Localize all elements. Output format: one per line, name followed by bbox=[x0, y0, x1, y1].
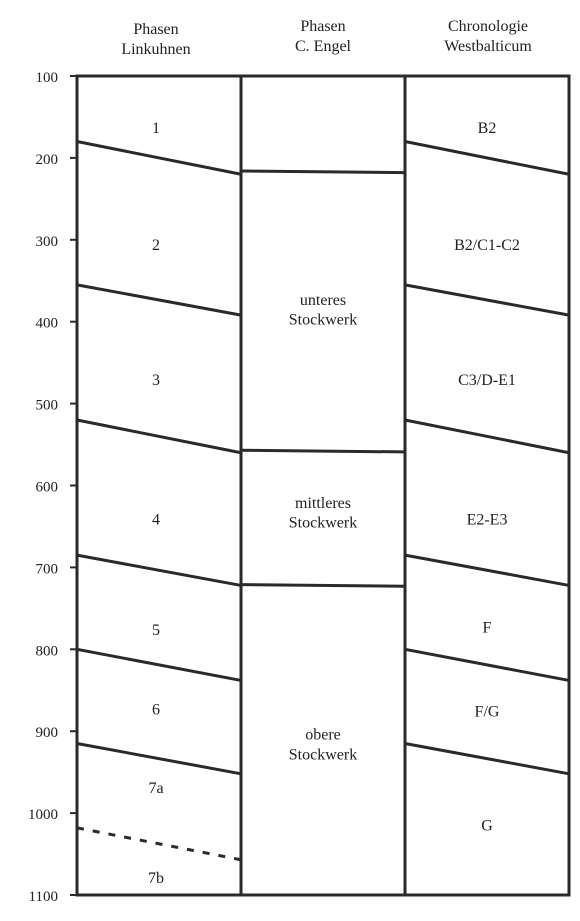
y-tick-label: 500 bbox=[36, 398, 59, 414]
phase-boundary-engel bbox=[241, 450, 405, 452]
phase-boundary-westbalticum bbox=[405, 555, 569, 585]
phase-label-engel: Stockwerk bbox=[289, 746, 357, 763]
phase-boundary-linkuhnen bbox=[77, 142, 241, 175]
y-tick-label: 400 bbox=[36, 316, 59, 332]
column-frames bbox=[77, 76, 569, 895]
phase-boundary-westbalticum bbox=[405, 285, 569, 315]
header-westbalticum-line2: Westbalticum bbox=[444, 38, 532, 55]
column-frame-linkuhnen bbox=[77, 76, 241, 895]
phase-label-linkuhnen: 3 bbox=[152, 372, 160, 389]
phase-boundary-linkuhnen bbox=[77, 555, 241, 585]
column-frame-engel bbox=[241, 76, 405, 895]
phase-boundary-engel bbox=[241, 585, 405, 587]
y-axis: 100 200 300 400 500 600 700 800 900 1000 1100 bbox=[28, 70, 78, 905]
phase-labels: 1 2 3 4 5 6 7a 7b unteres Stockwerk mittleres Stock… bbox=[148, 120, 520, 887]
phase-label-westbalticum: F bbox=[483, 619, 492, 636]
phase-label-engel: mittleres bbox=[295, 495, 351, 512]
phase-label-linkuhnen: 7b bbox=[148, 870, 164, 887]
phase-label-westbalticum: G bbox=[481, 818, 493, 835]
phase-label-westbalticum: B2 bbox=[478, 120, 497, 137]
column-frame-westbalticum bbox=[405, 76, 569, 895]
column-headers: Phasen Linkuhnen Phasen C. Engel Chronol… bbox=[121, 18, 532, 58]
y-tick-label: 100 bbox=[36, 70, 59, 86]
phase-label-engel: unteres bbox=[300, 292, 346, 309]
phase-boundary-westbalticum bbox=[405, 420, 569, 453]
phase-boundary-westbalticum bbox=[405, 142, 569, 175]
phase-label-engel: Stockwerk bbox=[289, 515, 357, 532]
y-tick-label: 200 bbox=[36, 152, 59, 168]
header-linkuhnen-line1: Phasen bbox=[133, 21, 178, 38]
header-engel-line2: C. Engel bbox=[295, 38, 352, 55]
phase-boundary-engel bbox=[241, 171, 405, 173]
phase-label-westbalticum: E2-E3 bbox=[467, 511, 508, 528]
y-tick-label: 600 bbox=[36, 480, 59, 496]
phase-label-linkuhnen: 7a bbox=[148, 780, 163, 797]
phase-label-linkuhnen: 2 bbox=[152, 237, 160, 254]
y-tick-label: 300 bbox=[36, 234, 59, 250]
phase-boundary-linkuhnen bbox=[77, 420, 241, 453]
phase-boundary-linkuhnen bbox=[77, 649, 241, 680]
phase-label-engel: obere bbox=[305, 727, 341, 744]
y-tick-label: 1100 bbox=[29, 889, 58, 905]
phase-label-linkuhnen: 1 bbox=[152, 120, 160, 137]
header-westbalticum-line1: Chronologie bbox=[448, 18, 528, 35]
phase-boundary-linkuhnen bbox=[77, 743, 241, 773]
y-tick-label: 800 bbox=[36, 643, 59, 659]
y-tick-label: 700 bbox=[36, 561, 59, 577]
phase-boundary-linkuhnen bbox=[77, 828, 241, 860]
phase-label-westbalticum: B2/C1-C2 bbox=[454, 237, 520, 254]
header-linkuhnen-line2: Linkuhnen bbox=[121, 41, 190, 58]
phase-label-linkuhnen: 6 bbox=[152, 701, 160, 718]
header-engel-line1: Phasen bbox=[300, 18, 345, 35]
y-tick-label: 900 bbox=[36, 725, 59, 741]
y-tick-label: 1000 bbox=[28, 807, 58, 823]
phase-label-linkuhnen: 5 bbox=[152, 622, 160, 639]
phase-label-linkuhnen: 4 bbox=[152, 511, 160, 528]
phase-label-westbalticum: C3/D-E1 bbox=[458, 372, 516, 389]
phase-boundary-westbalticum bbox=[405, 743, 569, 773]
phase-boundary-linkuhnen bbox=[77, 285, 241, 315]
phase-label-engel: Stockwerk bbox=[289, 311, 357, 328]
phase-label-westbalticum: F/G bbox=[475, 704, 500, 721]
phase-boundary-westbalticum bbox=[405, 649, 569, 680]
